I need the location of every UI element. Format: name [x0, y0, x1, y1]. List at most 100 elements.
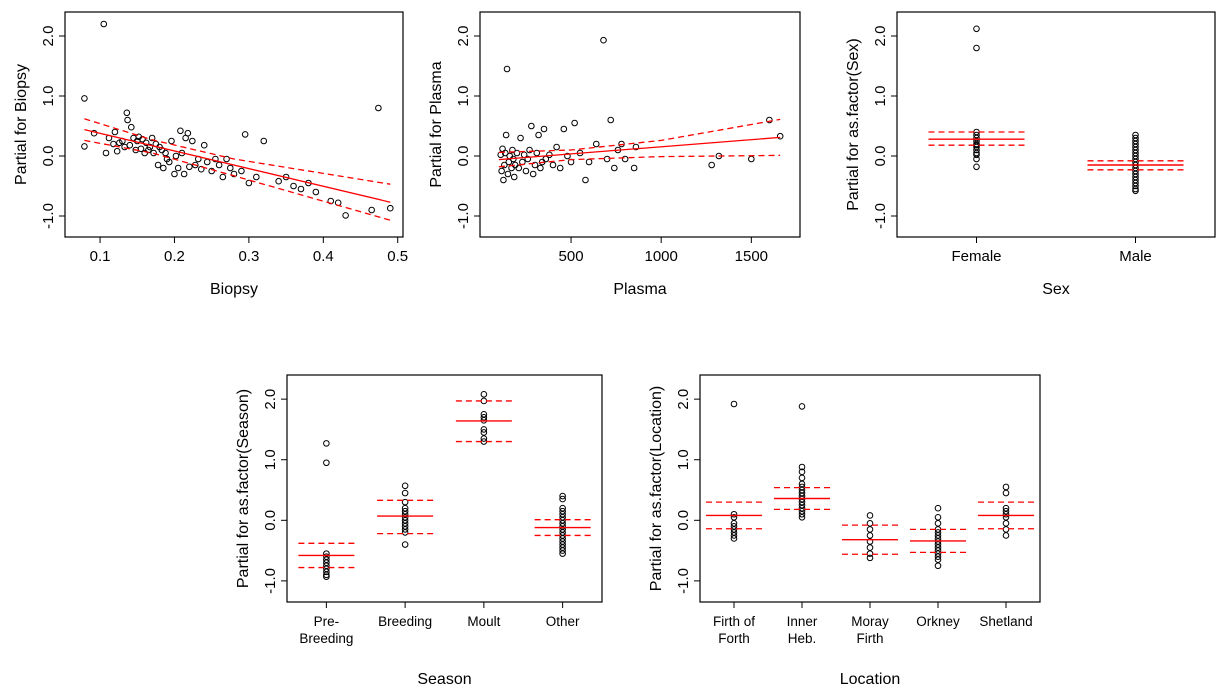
data-point: [866, 526, 874, 533]
data-point: [401, 526, 409, 533]
data-point: [607, 116, 615, 124]
data-point: [200, 141, 208, 149]
data-point: [973, 25, 980, 33]
x-tick-label: 0.2: [164, 248, 185, 265]
data-point: [150, 149, 157, 157]
y-tick-label: -1.0: [262, 568, 279, 594]
data-point: [522, 167, 530, 175]
data-point: [128, 123, 135, 131]
data-point: [165, 158, 173, 166]
data-point: [146, 143, 154, 151]
x-tick-label: Inner Heb.: [787, 614, 818, 646]
data-point: [323, 568, 330, 576]
y-tick-label: 1.0: [455, 86, 472, 107]
data-point: [934, 562, 942, 570]
x-axis-label: Sex: [1042, 281, 1070, 298]
data-point: [401, 498, 409, 506]
data-point: [500, 176, 507, 184]
data-point: [186, 163, 193, 171]
data-point: [1002, 483, 1010, 491]
data-point: [1002, 526, 1010, 533]
data-point: [212, 155, 219, 163]
plot-frame: [896, 11, 1216, 238]
data-point: [197, 165, 205, 173]
data-point: [253, 173, 260, 181]
data-point: [535, 131, 542, 139]
data-point: [1002, 520, 1010, 527]
data-point: [526, 146, 533, 154]
data-point: [798, 513, 806, 521]
x-tick-label: Pre-Breeding: [299, 614, 353, 646]
y-tick-label: 2.0: [455, 26, 472, 47]
y-tick-label: 0.0: [262, 510, 279, 531]
data-point: [401, 541, 409, 548]
data-point: [501, 149, 509, 157]
x-tick-label: Shetland: [979, 614, 1032, 629]
data-point: [480, 397, 488, 405]
data-point: [111, 128, 119, 136]
x-tick-label: Male: [1119, 248, 1152, 265]
data-point: [730, 532, 738, 539]
x-tick-label: Female: [951, 248, 1001, 265]
data-point: [973, 44, 980, 52]
x-tick-label: Moray Firth: [851, 614, 889, 646]
data-point: [866, 512, 874, 519]
data-point: [866, 520, 874, 527]
data-point: [866, 544, 874, 551]
y-tick-label: 1.0: [262, 449, 279, 470]
y-axis-label: Partial for as.factor(Sex): [845, 38, 862, 211]
y-tick-label: 0.0: [455, 146, 472, 167]
ci-lower-line: [498, 154, 781, 168]
data-point: [219, 173, 227, 181]
x-tick-label: Orkney: [916, 614, 960, 629]
data-point: [559, 492, 566, 500]
data-point: [973, 163, 980, 171]
data-point: [559, 550, 566, 557]
data-point: [100, 20, 108, 28]
y-axis-label: Partial for Plasma: [428, 61, 445, 187]
panel-sex: -1.0 0.0 1.0 2.0 Female Male Sex Partial for as…: [845, 11, 1216, 298]
fit-line: [498, 136, 781, 161]
data-point: [102, 149, 110, 157]
data-point: [730, 400, 738, 408]
data-point: [223, 155, 230, 163]
data-point: [126, 141, 134, 149]
y-tick-label: 0.0: [40, 146, 57, 167]
data-point: [498, 167, 505, 175]
y-tick-label: 1.0: [675, 449, 692, 470]
x-tick-label: Breeding: [378, 614, 432, 629]
x-tick-label: Other: [546, 614, 580, 629]
data-point: [123, 109, 131, 117]
panel-location: -1.0 0.0 1.0 2.0 Firth of Forth Inner Heb. Moray…: [648, 374, 1041, 688]
data-point: [290, 182, 297, 190]
y-tick-label: 1.0: [872, 86, 889, 107]
y-axis-label: Partial for as.factor(Season): [235, 389, 252, 588]
y-tick-label: 0.0: [872, 146, 889, 167]
data-point: [130, 134, 137, 142]
ci-upper-line: [498, 118, 781, 154]
data-point: [245, 179, 253, 187]
data-point: [1132, 185, 1139, 193]
ci-upper-line: [84, 118, 391, 185]
data-point: [312, 188, 320, 196]
data-point: [503, 65, 511, 73]
data-point: [342, 212, 349, 219]
data-point: [621, 155, 629, 163]
data-point: [1132, 182, 1139, 190]
data-point: [162, 149, 169, 157]
data-point: [600, 36, 607, 44]
data-point: [934, 513, 942, 521]
x-axis-label: Location: [840, 671, 901, 688]
y-tick-label: 2.0: [675, 389, 692, 410]
data-point: [168, 137, 175, 145]
data-point: [203, 158, 211, 166]
data-point: [934, 553, 942, 560]
data-point: [866, 554, 874, 562]
data-point: [766, 116, 773, 124]
data-point: [110, 140, 117, 148]
data-point: [180, 170, 188, 178]
x-axis-label: Season: [417, 671, 471, 688]
data-point: [973, 155, 980, 163]
data-point: [1002, 489, 1010, 497]
